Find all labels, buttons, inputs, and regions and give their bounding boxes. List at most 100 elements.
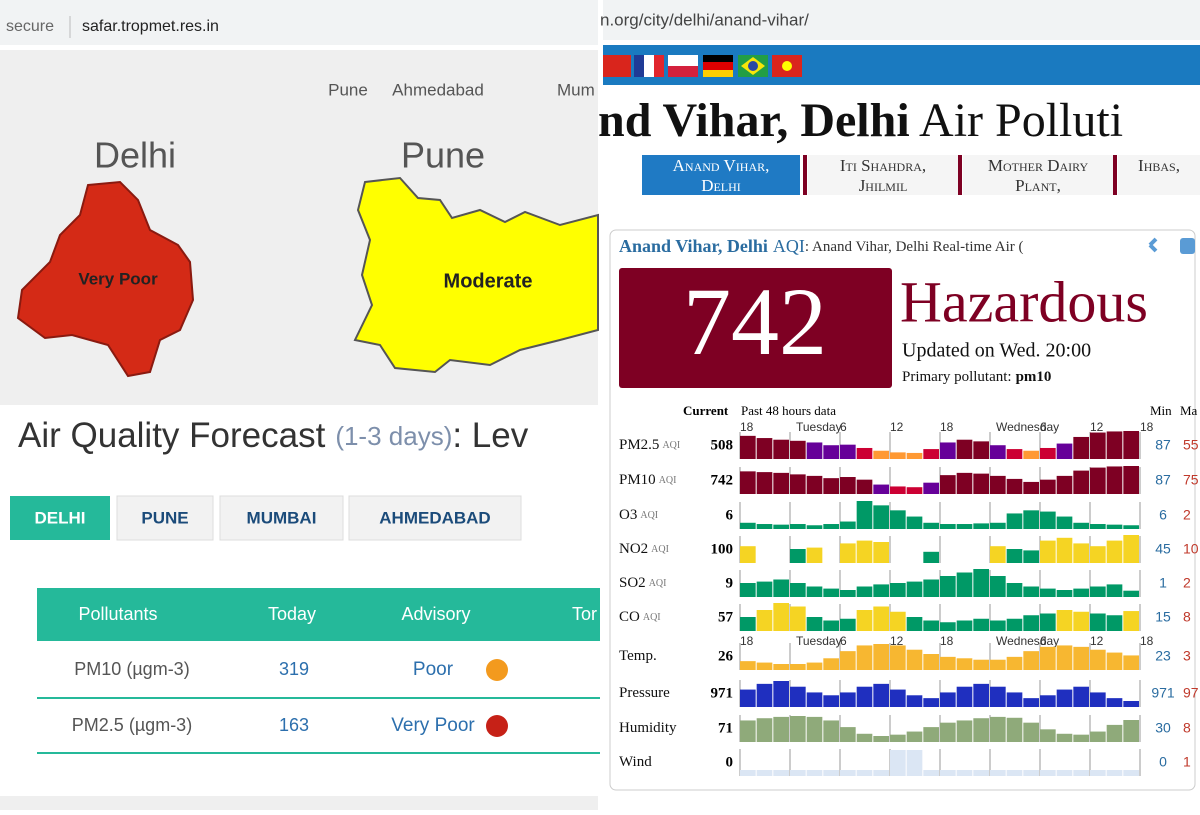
widget-icon[interactable] xyxy=(1180,238,1195,254)
history-bar xyxy=(1023,450,1039,459)
row-name: Humidity xyxy=(619,720,677,736)
time-label: 18 xyxy=(740,420,754,434)
nav-link[interactable]: Pune xyxy=(328,80,368,99)
forecast-title: Air Quality Forecast (1-3 days): Lev xyxy=(18,416,529,455)
page-heading: nd Vihar, Delhi Air Polluti xyxy=(598,94,1123,147)
row-name-text: NO2 xyxy=(619,541,648,557)
history-bar xyxy=(773,524,789,529)
nav-link[interactable]: Ahmedabad xyxy=(392,80,484,99)
history-bar xyxy=(1073,611,1089,631)
station-tab[interactable] xyxy=(963,155,1113,195)
station-name[interactable]: Ihbas, xyxy=(1138,156,1180,175)
time-label: 6 xyxy=(840,634,847,648)
map-city: Delhi xyxy=(94,135,176,176)
history-bar xyxy=(806,475,823,494)
pollutant: PM2.5 (µgm-3) xyxy=(72,715,192,735)
header-min: Min xyxy=(1150,403,1172,418)
history-bar xyxy=(756,718,773,742)
map-status: Very Poor xyxy=(78,269,158,288)
tab[interactable] xyxy=(10,496,110,540)
history-bar xyxy=(756,581,773,597)
advisory-dot xyxy=(486,659,508,681)
history-bar xyxy=(1123,535,1139,563)
history-bar xyxy=(990,475,1006,494)
header-current: Current xyxy=(683,403,729,418)
history-bar xyxy=(890,734,906,742)
history-bar xyxy=(1056,516,1073,529)
row-name: Pressure xyxy=(619,685,670,701)
heading-rest: Air Polluti xyxy=(910,94,1123,147)
history-bar xyxy=(990,659,1006,670)
station-name[interactable]: Delhi xyxy=(701,176,741,195)
station-name[interactable]: Mother Dairy xyxy=(988,156,1089,175)
history-bar xyxy=(873,736,889,742)
history-bar xyxy=(856,501,873,529)
history-bar xyxy=(873,484,889,494)
tab-label[interactable]: DELHI xyxy=(35,508,86,527)
station-tab-edge xyxy=(958,155,962,195)
row-max: 55 xyxy=(1183,437,1199,453)
history-bar xyxy=(856,645,873,670)
history-bar xyxy=(956,686,973,707)
nav-link[interactable]: Mum xyxy=(557,80,595,99)
today-value: 319 xyxy=(279,659,309,679)
station-name[interactable]: Anand Vihar, xyxy=(673,156,770,175)
history-bar xyxy=(1123,611,1139,631)
time-label: 18 xyxy=(940,420,954,434)
station-tab[interactable] xyxy=(1118,155,1200,195)
history-bar xyxy=(1006,692,1023,707)
history-bar xyxy=(740,471,756,494)
history-bar xyxy=(790,606,806,631)
pune-map xyxy=(353,176,599,374)
history-bar xyxy=(1040,646,1056,670)
history-bar xyxy=(740,661,756,670)
history-bar xyxy=(1056,733,1073,742)
history-bar xyxy=(1040,588,1056,597)
tab[interactable] xyxy=(116,495,214,541)
history-bar xyxy=(840,692,856,707)
card-subtitle: : Anand Vihar, Delhi Real-time Air ( xyxy=(805,239,1024,255)
row-max: 2 xyxy=(1183,507,1191,523)
tab-label[interactable]: AHMEDABAD xyxy=(379,508,490,527)
history-bar xyxy=(1040,511,1056,529)
primary-pollutant: Primary pollutant: pm10 xyxy=(902,369,1051,385)
history-bar xyxy=(806,617,823,631)
tab-label[interactable]: PUNE xyxy=(141,508,188,527)
aqi-status: Hazardous xyxy=(900,269,1148,334)
history-bar xyxy=(906,581,923,597)
address-label: secure xyxy=(6,18,54,35)
header-max: Ma xyxy=(1180,403,1198,418)
station-name[interactable]: Jhilmil xyxy=(859,176,908,195)
history-bar xyxy=(940,622,956,631)
history-bar xyxy=(1090,731,1106,742)
history-bar xyxy=(740,435,756,459)
row-name: CO AQI xyxy=(619,609,661,625)
history-bar xyxy=(756,683,773,707)
station-tab[interactable] xyxy=(808,155,958,195)
station-tab-edge xyxy=(1113,155,1117,195)
history-bar xyxy=(1040,447,1056,459)
footer-strip xyxy=(0,796,598,810)
history-bar xyxy=(840,444,856,459)
history-bar xyxy=(1073,543,1089,563)
station-name[interactable]: Iti Shahdra, xyxy=(840,156,926,175)
history-bar xyxy=(1056,610,1073,631)
history-bar xyxy=(823,620,839,631)
tab[interactable] xyxy=(348,495,522,541)
time-label: 18 xyxy=(740,634,754,648)
history-bar xyxy=(1023,615,1039,631)
history-bar xyxy=(1106,652,1123,670)
station-name[interactable]: Plant, xyxy=(1015,176,1061,195)
tab-label[interactable]: MUMBAI xyxy=(247,508,317,527)
history-bar xyxy=(1006,583,1023,597)
station-tab[interactable] xyxy=(642,155,800,195)
tab[interactable] xyxy=(219,495,344,541)
history-bar xyxy=(1123,770,1139,776)
row-unit: AQI xyxy=(649,578,667,589)
history-bar xyxy=(990,686,1006,707)
share-icon[interactable] xyxy=(1148,237,1158,253)
history-bar xyxy=(1090,770,1106,776)
history-bar xyxy=(923,482,939,494)
